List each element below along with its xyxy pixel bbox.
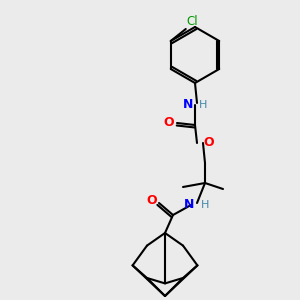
- Text: H: H: [199, 100, 207, 110]
- Text: H: H: [201, 200, 209, 210]
- Text: N: N: [183, 98, 193, 112]
- Text: Cl: Cl: [187, 15, 198, 28]
- Text: O: O: [147, 194, 157, 208]
- Text: O: O: [164, 116, 174, 128]
- Text: N: N: [184, 199, 194, 212]
- Text: O: O: [203, 136, 214, 149]
